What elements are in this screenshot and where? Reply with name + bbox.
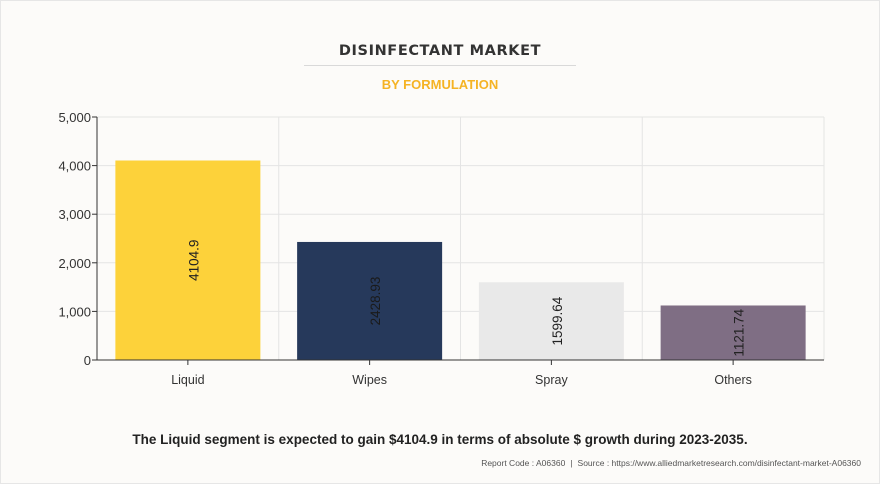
y-tick-label: 4,000 xyxy=(58,159,91,174)
x-tick-label: Wipes xyxy=(352,373,387,387)
bar-spray[interactable] xyxy=(478,282,624,360)
chart-subtitle: BY FORMULATION xyxy=(381,77,499,92)
source-link[interactable]: Source : https://www.alliedmarketresearc… xyxy=(577,458,861,468)
bar-liquid[interactable] xyxy=(115,160,261,360)
data-label: 1121.74 xyxy=(732,308,747,356)
y-tick-label: 5,000 xyxy=(58,110,91,125)
data-label: 4104.9 xyxy=(186,240,201,281)
x-tick-label: Spray xyxy=(535,373,568,387)
footer-source: Report Code : A06360 | Source : https://ww… xyxy=(481,458,861,468)
bar-wipes[interactable] xyxy=(297,241,443,360)
chart-title: DISINFECTANT MARKET xyxy=(338,43,542,59)
footer-separator: | xyxy=(570,458,573,468)
report-code: Report Code : A06360 xyxy=(481,458,566,468)
y-tick-label: 2,000 xyxy=(58,256,91,271)
data-label: 1599.64 xyxy=(550,296,565,345)
y-tick-label: 1,000 xyxy=(58,304,91,319)
y-tick-label: 0 xyxy=(84,353,91,368)
x-tick-label: Liquid xyxy=(171,373,204,387)
y-tick-label: 3,000 xyxy=(58,207,91,222)
data-label: 2428.93 xyxy=(368,277,383,326)
bar-others[interactable] xyxy=(660,305,806,360)
title-divider xyxy=(304,65,576,66)
x-tick-label: Others xyxy=(714,373,752,387)
chart-caption: The Liquid segment is expected to gain $… xyxy=(132,432,748,447)
